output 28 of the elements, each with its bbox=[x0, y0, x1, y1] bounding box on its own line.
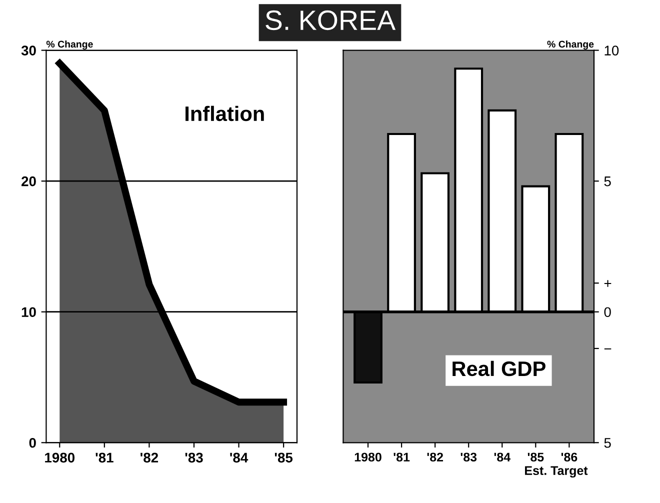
x-tick-label: '83 bbox=[185, 452, 203, 463]
x-tick-label: '86 Target bbox=[550, 452, 588, 478]
x-tick-label: '84 bbox=[230, 452, 248, 463]
y-tick-label: 0 bbox=[604, 307, 611, 318]
y-tick-label: 20 bbox=[22, 176, 36, 186]
x-tick-label: '81 bbox=[96, 452, 114, 463]
x-tick-label: '83 bbox=[460, 452, 477, 462]
x-tick-label: '82 bbox=[140, 452, 158, 463]
x-tick-label: '85 Est. bbox=[525, 452, 546, 476]
y-axis-title: % Change bbox=[547, 40, 594, 50]
y-tick-label: 30 bbox=[21, 46, 36, 56]
y-tick-label: + bbox=[604, 280, 612, 287]
y-tick-label: 5 bbox=[604, 176, 611, 186]
x-tick-label: '84 bbox=[494, 452, 510, 462]
x-tick-label: '82 bbox=[427, 452, 444, 462]
x-tick-label: 1980 bbox=[45, 452, 75, 463]
y-tick-label: 0 bbox=[29, 438, 36, 448]
x-tick-label: '81 bbox=[394, 452, 410, 462]
chart-title: S. KOREA bbox=[266, 10, 396, 30]
x-tick-label: 1980 bbox=[354, 452, 382, 462]
y-axis-title: % Change bbox=[46, 40, 93, 50]
y-tick-label: − bbox=[604, 348, 612, 350]
x-tick-label: '85 bbox=[274, 452, 293, 463]
y-tick-label: 10 bbox=[604, 46, 619, 56]
annotation: Real GDP bbox=[452, 360, 546, 376]
y-tick-label: 5 bbox=[604, 438, 611, 448]
y-tick-label: 10 bbox=[22, 307, 36, 318]
annotation: Inflation bbox=[186, 106, 264, 122]
